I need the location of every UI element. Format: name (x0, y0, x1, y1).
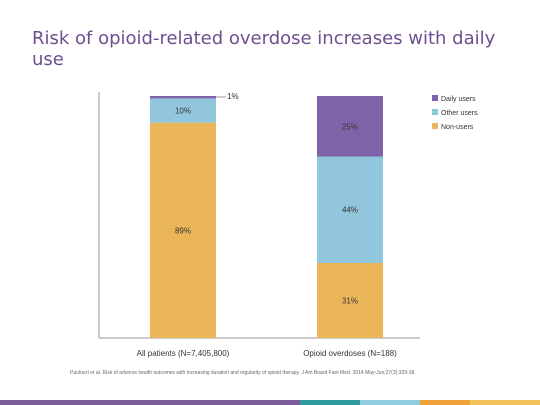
bar-segment-non-users-1 (317, 262, 383, 338)
bar-segment-non-users-0 (150, 122, 216, 339)
bar-segment-daily-users-1 (317, 96, 383, 157)
data-label-non-users-0: 89% (175, 226, 191, 235)
footer-segment-4 (420, 400, 470, 405)
data-label-daily-users-1: 25% (342, 122, 358, 131)
legend-label-other-users: Other users (441, 110, 478, 117)
footer-color-bar (0, 400, 540, 405)
category-label-0: All patients (N=7,405,800) (137, 349, 230, 358)
slide-title: Risk of opioid-related overdose increase… (32, 28, 496, 70)
legend-swatch-daily-users (432, 95, 438, 101)
footer-segment-1 (160, 400, 300, 405)
data-label-non-users-1: 31% (342, 296, 358, 305)
legend-swatch-non-users (432, 123, 438, 129)
data-label-other-users-1: 44% (342, 206, 358, 215)
legend-swatch-other-users (432, 109, 438, 115)
footer-segment-2 (300, 400, 360, 405)
legend-label-non-users: Non-users (441, 124, 474, 131)
footer-segment-3 (360, 400, 420, 405)
data-label-daily-users-0: 1% (227, 92, 239, 101)
data-label-other-users-0: 10% (175, 107, 191, 116)
footer-segment-0 (0, 400, 160, 405)
bar-segment-other-users-0 (150, 98, 216, 123)
bar-segment-other-users-1 (317, 156, 383, 263)
bar-segment-daily-users-0 (150, 96, 216, 99)
citation: Paulozzi et al. Risk of adverse health o… (70, 370, 416, 376)
category-label-1: Opioid overdoses (N=188) (303, 349, 397, 358)
legend-label-daily-users: Daily users (441, 96, 476, 103)
footer-segment-5 (470, 400, 540, 405)
